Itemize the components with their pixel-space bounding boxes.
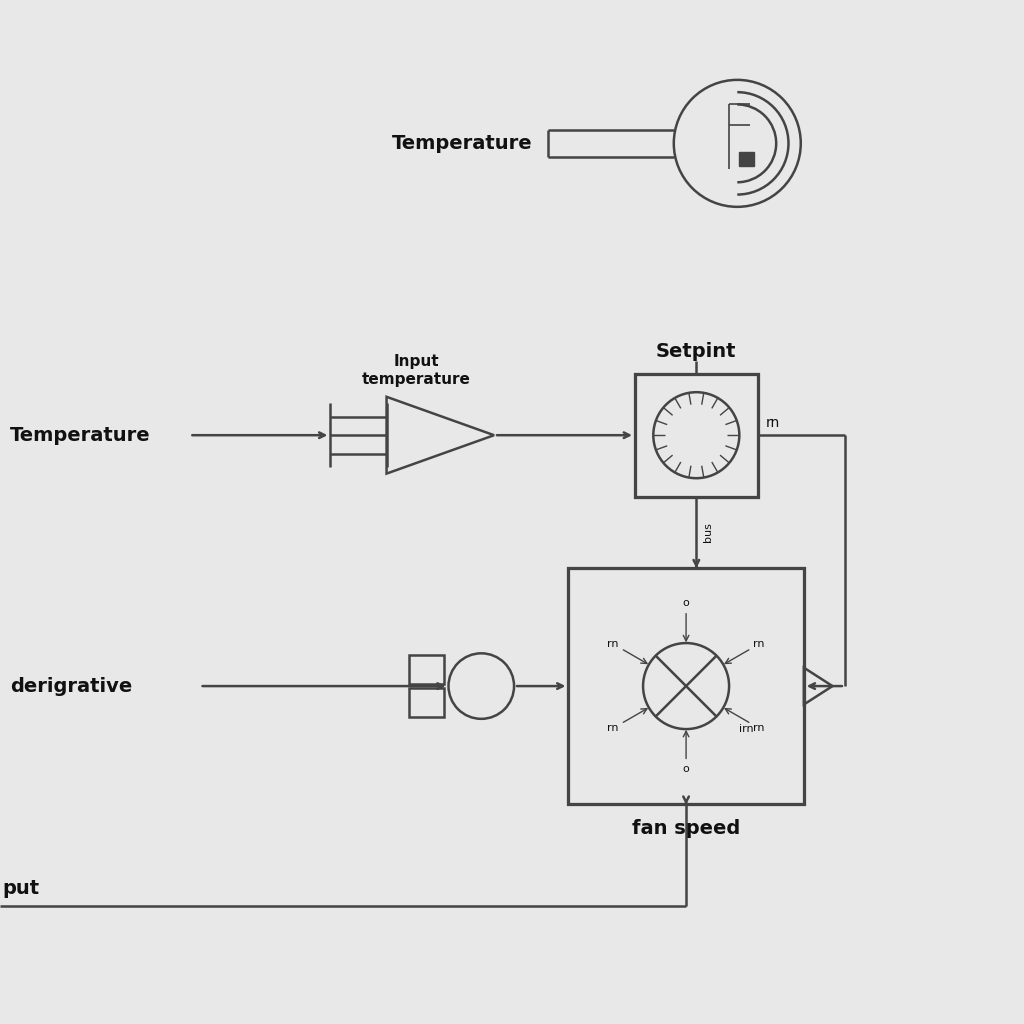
Text: Temperature: Temperature	[392, 134, 532, 153]
Text: o: o	[683, 764, 689, 774]
Text: bus: bus	[703, 522, 714, 543]
Text: derigrative: derigrative	[10, 677, 132, 695]
Text: Input
temperature: Input temperature	[361, 354, 470, 386]
Bar	[635, 374, 758, 497]
Text: irn: irn	[739, 724, 754, 734]
Text: rn: rn	[766, 416, 780, 430]
Text: rn: rn	[607, 639, 618, 649]
Text: rn: rn	[754, 639, 765, 649]
Bar	[409, 655, 444, 684]
Text: rn: rn	[754, 723, 765, 733]
Text: put: put	[2, 879, 39, 898]
Text: Setpint: Setpint	[656, 342, 736, 361]
Text: o: o	[683, 598, 689, 608]
Bar	[568, 568, 804, 804]
Text: Temperature: Temperature	[10, 426, 151, 444]
Text: rn: rn	[607, 723, 618, 733]
Text: fan speed: fan speed	[632, 819, 740, 839]
Bar	[409, 688, 444, 717]
Bar	[739, 152, 754, 166]
